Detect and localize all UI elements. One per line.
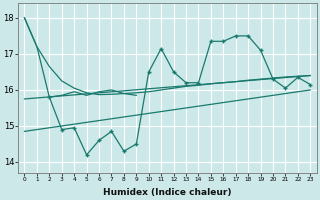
X-axis label: Humidex (Indice chaleur): Humidex (Indice chaleur) — [103, 188, 232, 197]
